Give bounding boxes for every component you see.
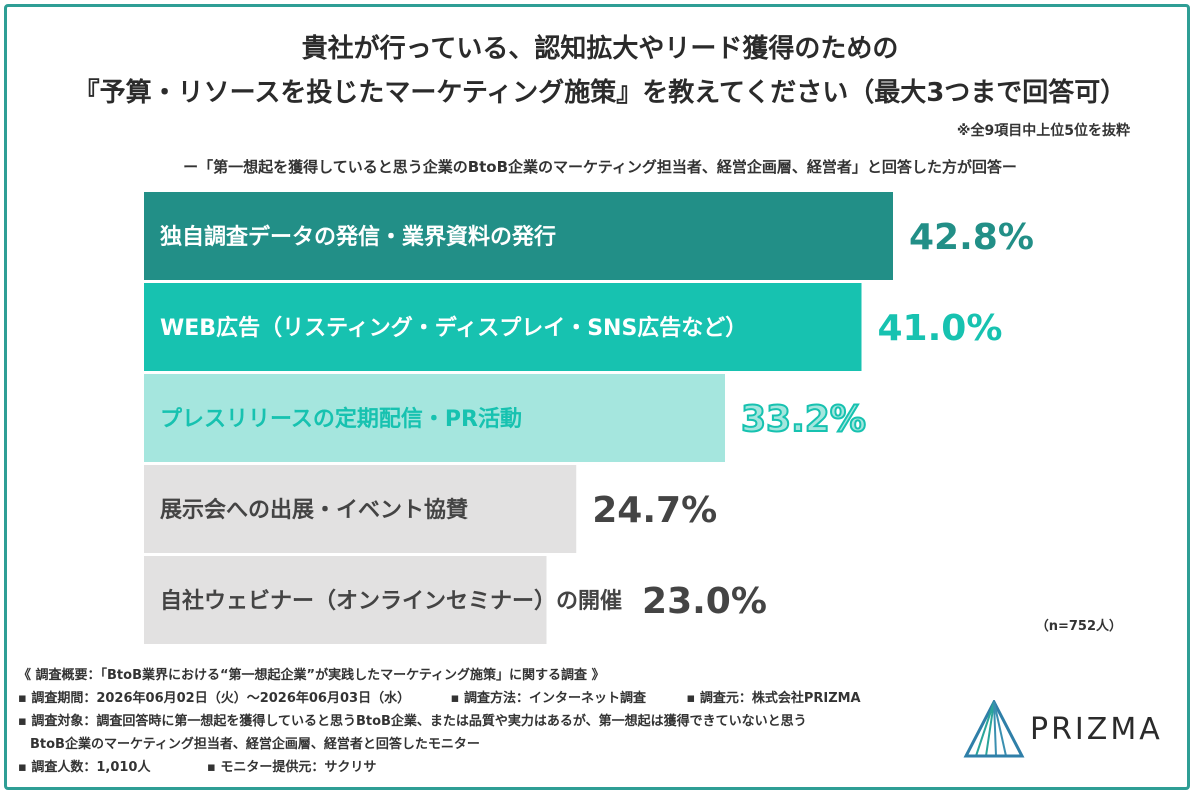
survey-target-line2: BtoB企業のマーケティング担当者、経営企画層、経営者と回答したモニター [30,737,480,752]
bar-5 [144,556,547,644]
chart-title-line1: 貴社が行っている、認知拡大やリード獲得のための [301,34,899,64]
overview-row-period: ▪ 調査期間：2026年06月02日（火）〜2026年06月03日（水） ▪ 調… [18,687,861,710]
overview-row-count: ▪ 調査人数：1,010人 ▪ モニター提供元：サクリサ [18,756,861,779]
sample-size-label: （n=752人） [1035,619,1122,634]
survey-count: ▪ 調査人数：1,010人 [18,760,151,775]
survey-provider: ▪ モニター提供元：サクリサ [207,760,377,775]
note-top5: ※全9項目中上位5位を抜粋 [956,123,1130,139]
bar-value-5: 23.0% [642,581,767,622]
bar-3 [144,374,725,462]
bar-value-2: 41.0% [878,308,1003,349]
survey-target-line1: ▪ 調査対象：調査回答時に第一想起を獲得していると思うBtoB企業、または品質や… [18,714,807,729]
prizma-logo: PRIZMA [962,698,1182,760]
bar-value-4: 24.7% [592,490,717,531]
bar-label-3: プレスリリースの定期配信・PR活動 [160,406,522,432]
chart-subtitle: ー「第一想起を獲得していると思う企業のBtoB企業のマーケティング担当者、経営企… [183,158,1017,176]
bar-4 [144,465,577,553]
bar-1 [144,192,893,280]
bar-value-1: 42.8% [909,217,1034,258]
survey-source: ▪ 調査元：株式会社PRIZMA [686,691,861,706]
bar-2 [144,283,862,371]
bar-label-2: WEB広告（リスティング・ディスプレイ・SNS広告など） [160,315,747,341]
logo-text: PRIZMA [1030,712,1163,747]
bar-label-1: 独自調査データの発信・業界資料の発行 [160,224,556,250]
overview-heading: 《 調査概要：「BtoB業界における“第一想起企業”が実践したマーケティング施策… [18,668,605,683]
chart-title-line2: 『予算・リソースを投じたマーケティング施策』を教えてください（最大3つまで回答可… [73,78,1127,108]
survey-overview: 《 調査概要：「BtoB業界における“第一想起企業”が実践したマーケティング施策… [18,664,861,779]
bar-label-4: 展示会への出展・イベント協賛 [160,497,469,523]
survey-method: ▪ 調査方法：インターネット調査 [450,691,646,706]
bar-label-5: 自社ウェビナー（オンラインセミナー）の開催 [160,588,622,614]
survey-period: ▪ 調査期間：2026年06月02日（火）〜2026年06月03日（水） [18,691,411,706]
prism-logo-icon [963,698,1025,758]
outer-frame [4,4,1190,790]
bar-value-3: 33.2% [741,399,866,440]
